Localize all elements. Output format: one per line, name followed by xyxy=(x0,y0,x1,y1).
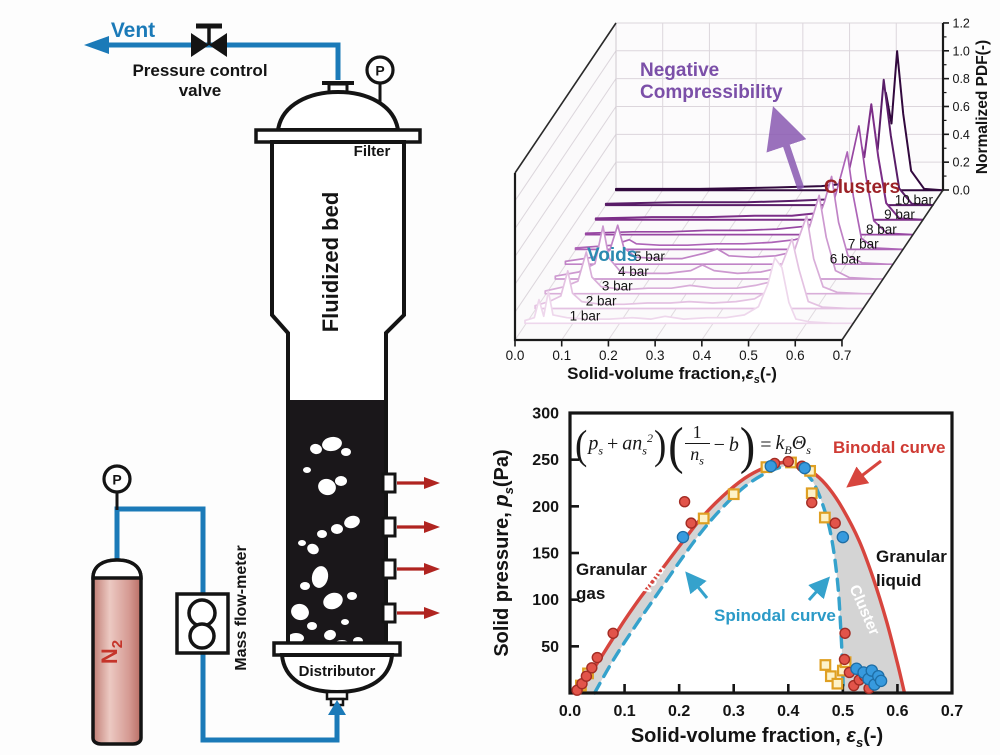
phase-x-tick: 0.6 xyxy=(886,703,908,720)
phase-y-tick: 150 xyxy=(532,546,559,563)
clusters-label: Clusters xyxy=(824,177,900,198)
wf-x-tick: 0.5 xyxy=(739,348,758,363)
wf-z-tick: 1.2 xyxy=(953,16,970,30)
wf-z-tick: 0.2 xyxy=(953,156,970,170)
wf-x-tick: 0.0 xyxy=(506,348,525,363)
phase-x-tick: 0.2 xyxy=(668,703,690,720)
wf-x-tick: 0.2 xyxy=(599,348,618,363)
waterfall-series-1-bar xyxy=(524,257,853,325)
wf-series-label: 2 bar xyxy=(586,294,617,309)
wf-x-tick: 0.7 xyxy=(833,348,852,363)
waterfall-pdf-chart: 0.0 0.1 0.2 0.3 0.4 0.5 0.6 0.7 0.0 0.2 0.4 0.6 0.8 1… xyxy=(506,16,991,386)
mass-flow-meter-label: Mass flow-meter xyxy=(233,545,250,670)
n2-supply-pipe xyxy=(114,506,206,594)
wf-z-axis-label: Normalized PDF(-) xyxy=(974,40,991,174)
vessel-top xyxy=(254,81,422,144)
phase-y-tick: 50 xyxy=(541,639,559,656)
port-arrow xyxy=(381,558,440,580)
phase-x-tick: 0.4 xyxy=(777,703,799,720)
waterfall-series-6-bar xyxy=(574,151,904,251)
phase-y-tick: 100 xyxy=(532,592,559,609)
vent-label: Vent xyxy=(111,19,155,42)
wf-x-tick: 0.4 xyxy=(692,348,711,363)
spinodal-curve xyxy=(592,464,846,695)
wf-z-tick: 0.0 xyxy=(953,184,970,198)
granular-liquid-label: liquid xyxy=(876,571,921,590)
wf-x-axis-label: Solid-volume fraction,εs(-) xyxy=(567,364,777,386)
wf-z-tick: 0.8 xyxy=(953,72,970,86)
phase-x-tick: 0.7 xyxy=(941,703,963,720)
negative-compressibility-arrow-icon xyxy=(766,106,807,191)
voids-label: Voids xyxy=(587,245,637,266)
phase-x-tick: 0.1 xyxy=(613,703,635,720)
scatter-blue-circles xyxy=(676,459,888,691)
wf-x-tick: 0.1 xyxy=(552,348,571,363)
granular-gas-label: gas xyxy=(576,584,605,603)
spinodal-arrow-left-icon xyxy=(685,571,709,599)
wf-z-tick: 1.0 xyxy=(953,44,970,58)
wf-series-label: 4 bar xyxy=(618,264,649,279)
wf-z-tick: 0.4 xyxy=(953,128,970,142)
phase-x-tick: 0.0 xyxy=(559,703,581,720)
spinodal-arrow-right-icon xyxy=(807,576,831,602)
distributor-label: Distributor xyxy=(299,663,376,680)
pressure-control-valve-label-line2: valve xyxy=(179,81,222,100)
fluidized-bed-label: Fluidized bed xyxy=(318,192,343,333)
pressure-control-valve-label-line1: Pressure control xyxy=(132,61,267,80)
port-arrow xyxy=(381,602,440,624)
gas-bubbles xyxy=(290,436,363,643)
phase-y-tick: 250 xyxy=(532,452,559,469)
spinodal-curve-label: Spinodal curve xyxy=(714,606,836,625)
phase-x-axis-label: Solid-volume fraction, εs(-) xyxy=(631,725,883,750)
wf-series-label: 5 bar xyxy=(634,249,665,264)
wf-x-tick: 0.6 xyxy=(786,348,805,363)
n2-label: N2 xyxy=(97,640,126,664)
phase-y-tick: 200 xyxy=(532,499,559,516)
inlet-pipe xyxy=(200,653,340,743)
port-arrow xyxy=(381,472,440,494)
phase-x-tick: 0.3 xyxy=(723,703,745,720)
pressure-gauge-top: P xyxy=(365,55,395,112)
pressure-ports xyxy=(381,472,440,624)
inlet-arrow-icon xyxy=(328,700,346,715)
mass-flow-meter xyxy=(175,592,230,655)
gauge-p-label: P xyxy=(375,63,384,79)
wf-series-label: 10 bar xyxy=(895,192,934,207)
wf-series-label: 3 bar xyxy=(602,279,633,294)
wf-series-label: 7 bar xyxy=(848,237,879,252)
vent-pipe xyxy=(104,42,341,80)
wf-series-label: 6 bar xyxy=(830,251,861,266)
binodal-curve-label: Binodal curve xyxy=(833,438,945,457)
phase-x-tick: 0.5 xyxy=(832,703,854,720)
gauge-p-label: P xyxy=(112,472,121,488)
granular-liquid-label: Granular xyxy=(876,547,947,566)
port-arrow xyxy=(381,516,440,538)
negative-compressibility-label: Compressibility xyxy=(640,82,783,103)
pressure-control-valve-icon xyxy=(191,23,227,57)
negative-compressibility-label: Negative xyxy=(640,60,719,81)
fluidized-bed-apparatus-schematic: Vent Pressure control valve P xyxy=(84,19,440,746)
dense-bed xyxy=(290,400,384,643)
filter-label: Filter xyxy=(354,143,391,160)
pressure-gauge-cylinder: P xyxy=(102,464,132,510)
phase-y-tick: 300 xyxy=(532,406,559,423)
binodal-arrow-icon xyxy=(846,459,882,488)
vent-arrow-icon xyxy=(84,36,109,54)
phase-diagram-chart: 0.0 0.1 0.2 0.3 0.4 0.5 0.6 0.7 50 100 150 200 250 30… xyxy=(491,406,963,751)
wf-series-label: 9 bar xyxy=(884,207,915,222)
wf-series-label: 8 bar xyxy=(866,222,897,237)
equation-of-state: (ps + ans2)(1 ns − b) = kBΘs xyxy=(575,416,811,474)
wf-series-label: 1 bar xyxy=(570,308,601,323)
n2-cylinder: N2 xyxy=(91,558,143,746)
granular-gas-label: Granular xyxy=(576,560,647,579)
phase-y-axis-label: Solid pressure, ps(Pa) xyxy=(491,449,516,656)
wf-z-tick: 0.6 xyxy=(953,100,970,114)
wf-x-tick: 0.3 xyxy=(646,348,665,363)
